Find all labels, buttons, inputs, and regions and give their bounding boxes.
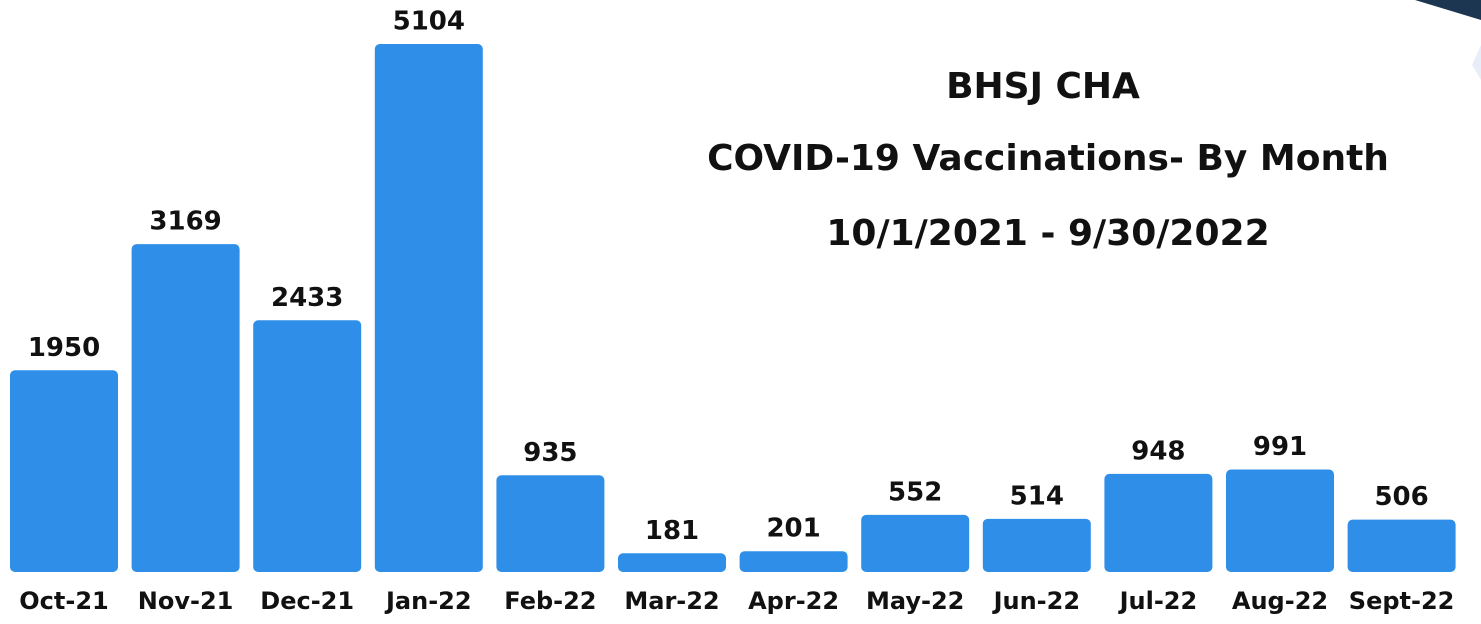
x-tick-label: Dec-21 <box>260 587 354 615</box>
chart-title: BHSJ CHA <box>946 66 1140 107</box>
corner-decoration <box>1415 0 1481 20</box>
x-tick-label: Oct-21 <box>19 587 108 615</box>
data-label: 1950 <box>28 333 100 363</box>
data-label: 935 <box>523 438 577 468</box>
x-tick-label: Nov-21 <box>138 587 234 615</box>
bar <box>739 551 848 572</box>
data-label: 2433 <box>271 283 343 313</box>
bar <box>1347 519 1456 572</box>
x-tick-label: Feb-22 <box>504 587 596 615</box>
chart-subtitle: COVID-19 Vaccinations- By Month <box>707 138 1389 179</box>
corner-decoration <box>1472 45 1481 80</box>
data-label: 506 <box>1374 482 1428 512</box>
bar <box>253 320 362 572</box>
data-label: 201 <box>766 514 820 544</box>
data-label: 552 <box>888 477 942 507</box>
chart-subtitle: 10/1/2021 - 9/30/2022 <box>826 213 1269 254</box>
bar <box>10 370 118 572</box>
bar <box>618 553 726 572</box>
x-tick-label: Apr-22 <box>748 587 839 615</box>
data-label: 948 <box>1131 436 1185 466</box>
bar <box>1104 473 1213 572</box>
x-tick-label: Aug-22 <box>1232 587 1328 615</box>
data-label: 5104 <box>393 7 465 37</box>
x-tick-label: Sept-22 <box>1349 587 1455 615</box>
x-tick-label: May-22 <box>866 587 964 615</box>
data-label: 514 <box>1010 481 1064 511</box>
bar <box>861 514 970 572</box>
bar <box>496 475 605 572</box>
data-label: 3169 <box>149 207 221 237</box>
x-tick-label: Mar-22 <box>624 587 719 615</box>
bar <box>982 518 1091 572</box>
x-tick-label: Jan-22 <box>384 587 472 615</box>
bar <box>131 244 240 572</box>
data-label: 991 <box>1253 432 1307 462</box>
data-label: 181 <box>645 516 699 546</box>
bar <box>374 44 483 572</box>
bar <box>1226 469 1334 572</box>
x-tick-label: Jun-22 <box>992 587 1080 615</box>
x-tick-label: Jul-22 <box>1118 587 1198 615</box>
